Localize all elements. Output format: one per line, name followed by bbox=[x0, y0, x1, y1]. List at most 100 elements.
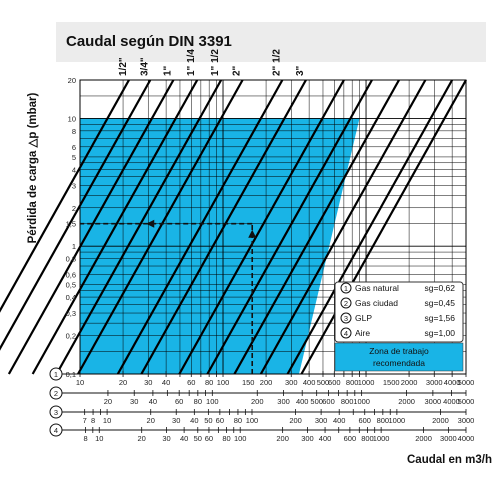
legend-sg: sg=1,00 bbox=[425, 328, 456, 338]
extra-line bbox=[259, 79, 427, 375]
scale-label: 20 bbox=[104, 397, 112, 406]
legend-marker bbox=[340, 327, 352, 339]
legend-sg: sg=0,62 bbox=[425, 283, 456, 293]
y-tick-label: 6 bbox=[72, 143, 76, 152]
scale-label: 40 bbox=[149, 397, 157, 406]
scale-label: 1000 bbox=[358, 378, 375, 387]
pipe-line bbox=[140, 79, 307, 375]
scale-label: 400 bbox=[319, 434, 332, 443]
extra-line bbox=[300, 79, 467, 375]
example-layer bbox=[80, 219, 257, 374]
scale-label: 400 bbox=[303, 378, 316, 387]
y-tick-label: 20 bbox=[68, 76, 76, 85]
y-tick-label: 3 bbox=[72, 181, 76, 190]
legend-number: 1 bbox=[344, 284, 348, 293]
legend-number: 4 bbox=[344, 329, 348, 338]
scale-label: 600 bbox=[328, 378, 341, 387]
scale-label: 20 bbox=[147, 416, 155, 425]
scale-label: 400 bbox=[333, 416, 346, 425]
scale-label: 60 bbox=[175, 397, 183, 406]
legend-layer: 1 Gas natural sg=0,62 2 Gas ciudad sg=0,45 3 GL… bbox=[334, 281, 464, 372]
pipe-line bbox=[55, 79, 223, 375]
pipe-line bbox=[77, 79, 244, 375]
legend-sg: sg=1,56 bbox=[425, 313, 456, 323]
scale-label: 2000 bbox=[401, 378, 418, 387]
scale-number: 4 bbox=[54, 426, 58, 435]
scale-label: 30 bbox=[162, 434, 170, 443]
scale-label: 60 bbox=[216, 416, 224, 425]
scale-label: 30 bbox=[172, 416, 180, 425]
scale-label: 2000 bbox=[398, 397, 415, 406]
scale-label: 300 bbox=[277, 397, 290, 406]
y-tick-label: 0,5 bbox=[66, 281, 76, 290]
legend-marker bbox=[340, 282, 352, 294]
scale-label: 200 bbox=[251, 397, 264, 406]
scale-label: 2000 bbox=[432, 416, 449, 425]
scale-label: 7 bbox=[83, 416, 87, 425]
y-tick-label: 5 bbox=[72, 153, 76, 162]
extra-line bbox=[286, 79, 454, 375]
scale-label: 8 bbox=[84, 434, 88, 443]
scale-label: 10 bbox=[76, 378, 84, 387]
scale-label: 8 bbox=[91, 416, 95, 425]
pipe-label: 2" bbox=[232, 65, 243, 76]
pipe-label: 1" 1/2 bbox=[210, 49, 221, 76]
scale-label: 200 bbox=[289, 416, 302, 425]
scale-label: 500 bbox=[310, 397, 323, 406]
legend-number: 3 bbox=[344, 314, 348, 323]
legend-name: Gas ciudad bbox=[355, 298, 398, 308]
header-band bbox=[56, 22, 486, 62]
scale-label: 500 bbox=[317, 378, 330, 387]
scale-label: 100 bbox=[217, 378, 230, 387]
scale-number: 3 bbox=[54, 408, 58, 417]
pipe-lines-layer: 1/2" 3/4" 1" 1" 1/4 1" 1/2 2" 2" 1/2 3" bbox=[0, 49, 467, 375]
scale-label: 40 bbox=[162, 378, 170, 387]
arrow-up-icon bbox=[248, 229, 257, 238]
y-tick-label: 0,2 bbox=[66, 332, 76, 341]
scale-label: 80 bbox=[194, 397, 202, 406]
scale-label: 80 bbox=[205, 378, 213, 387]
y-tick-label: 0,3 bbox=[66, 309, 76, 318]
y-tick-label: 0,8 bbox=[66, 255, 76, 264]
scale-label: 1000 bbox=[373, 434, 390, 443]
scale-label: 10 bbox=[103, 416, 111, 425]
legend-name: GLP bbox=[355, 313, 372, 323]
scale-label: 600 bbox=[344, 434, 357, 443]
zone-label-2: recomendada bbox=[373, 358, 425, 368]
scale-label: 3000 bbox=[425, 397, 442, 406]
extra-line bbox=[206, 79, 373, 375]
scale-label: 20 bbox=[119, 378, 127, 387]
scale-label: 150 bbox=[242, 378, 255, 387]
y-axis-title: Pérdida de carga △p (mbar) bbox=[27, 92, 39, 243]
legend-marker bbox=[340, 312, 352, 324]
pipe-line bbox=[7, 79, 175, 375]
scale-number: 1 bbox=[54, 370, 58, 379]
extra-line bbox=[233, 79, 400, 375]
scale-label: 4000 bbox=[444, 378, 461, 387]
scale-label: 5000 bbox=[458, 378, 475, 387]
scale-label: 30 bbox=[130, 397, 138, 406]
scale-label: 300 bbox=[315, 416, 328, 425]
scale-label: 100 bbox=[234, 434, 247, 443]
scale-label: 40 bbox=[180, 434, 188, 443]
scale-label: 800 bbox=[377, 416, 390, 425]
scale-label: 400 bbox=[296, 397, 309, 406]
scale-label: 10 bbox=[95, 434, 103, 443]
scale-label: 200 bbox=[276, 434, 289, 443]
scale-label: 3000 bbox=[458, 416, 475, 425]
scale-label: 2000 bbox=[415, 434, 432, 443]
scale-label: 300 bbox=[285, 378, 298, 387]
scale-label: 80 bbox=[234, 416, 242, 425]
scale-label: 800 bbox=[346, 378, 359, 387]
scale-label: 20 bbox=[138, 434, 146, 443]
legend-marker bbox=[340, 297, 352, 309]
y-tick-label: 1 bbox=[72, 242, 76, 251]
scale-label: 50 bbox=[194, 434, 202, 443]
zone-box bbox=[334, 342, 464, 372]
scale-label: 3000 bbox=[440, 434, 457, 443]
pipe-label: 1" bbox=[162, 65, 173, 76]
pipe-label: 3/4" bbox=[139, 57, 150, 76]
scale-label: 800 bbox=[341, 397, 354, 406]
